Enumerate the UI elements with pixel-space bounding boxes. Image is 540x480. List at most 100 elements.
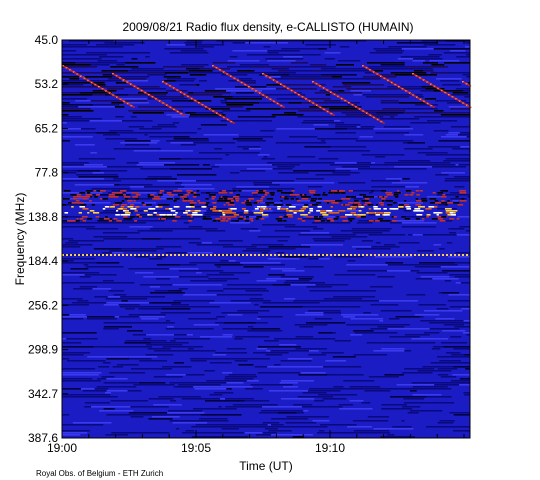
texture: [181, 398, 221, 400]
texture: [78, 212, 82, 214]
texture: [174, 254, 176, 256]
texture: [449, 94, 452, 97]
texture: [232, 122, 235, 124]
texture: [288, 102, 302, 104]
texture: [461, 308, 470, 310]
texture: [188, 206, 192, 208]
texture: [421, 198, 427, 200]
texture: [222, 116, 224, 118]
texture: [361, 240, 373, 242]
texture: [345, 100, 348, 103]
texture: [238, 78, 253, 80]
texture: [119, 98, 122, 101]
texture: [158, 396, 201, 398]
texture: [117, 97, 120, 99]
texture: [260, 206, 267, 208]
texture: [226, 284, 233, 286]
texture: [170, 210, 176, 212]
texture: [62, 204, 67, 206]
texture: [266, 204, 270, 206]
texture: [114, 106, 125, 108]
texture: [122, 254, 124, 256]
texture: [455, 98, 458, 100]
texture: [257, 236, 291, 238]
y-tick-label: 298.9: [28, 343, 58, 357]
texture: [147, 214, 150, 216]
texture: [314, 194, 321, 196]
texture: [398, 254, 400, 256]
texture: [383, 208, 387, 210]
texture: [277, 166, 295, 168]
texture: [128, 412, 168, 414]
texture: [282, 84, 285, 87]
texture: [390, 194, 394, 196]
texture: [111, 190, 142, 192]
texture: [199, 336, 232, 338]
texture: [111, 93, 114, 96]
texture: [356, 216, 362, 218]
texture: [126, 102, 129, 105]
texture: [356, 106, 359, 109]
texture: [253, 180, 295, 182]
texture: [124, 52, 151, 54]
texture: [121, 248, 164, 250]
texture: [425, 382, 431, 384]
texture: [62, 120, 90, 122]
texture: [297, 218, 303, 220]
texture: [279, 372, 301, 374]
texture: [208, 194, 216, 196]
texture: [253, 182, 273, 184]
texture: [376, 73, 379, 75]
texture: [422, 79, 425, 81]
texture: [237, 404, 278, 406]
texture: [155, 198, 174, 200]
texture: [162, 81, 164, 83]
texture: [230, 222, 251, 224]
texture: [350, 90, 372, 92]
texture: [137, 88, 166, 90]
texture: [277, 220, 283, 222]
texture: [457, 48, 470, 50]
texture: [133, 150, 160, 152]
texture: [269, 77, 272, 79]
texture: [62, 358, 70, 360]
texture: [66, 254, 68, 256]
texture: [232, 284, 273, 286]
texture: [231, 121, 234, 124]
texture: [401, 216, 406, 218]
texture: [444, 208, 452, 210]
texture: [305, 98, 308, 100]
texture: [448, 106, 470, 108]
texture: [230, 254, 232, 256]
texture: [62, 372, 102, 374]
texture: [421, 86, 437, 88]
texture: [351, 104, 354, 106]
texture: [228, 260, 236, 262]
texture: [449, 192, 464, 194]
texture: [62, 204, 85, 206]
texture: [406, 294, 426, 296]
texture: [358, 432, 391, 434]
texture: [326, 220, 330, 222]
texture: [279, 216, 283, 218]
texture: [343, 84, 385, 86]
texture: [205, 192, 211, 194]
texture: [147, 176, 172, 178]
texture: [333, 386, 344, 388]
texture: [300, 372, 326, 374]
texture: [326, 40, 367, 42]
texture: [466, 54, 470, 56]
texture: [455, 196, 459, 198]
texture: [455, 252, 470, 254]
texture: [189, 70, 213, 72]
texture: [241, 208, 246, 210]
texture: [281, 84, 284, 86]
texture: [286, 54, 290, 56]
texture: [328, 212, 335, 214]
texture: [385, 178, 403, 180]
texture: [156, 214, 161, 216]
texture: [95, 194, 101, 196]
texture: [222, 246, 232, 248]
texture: [258, 412, 274, 414]
texture: [226, 254, 228, 256]
